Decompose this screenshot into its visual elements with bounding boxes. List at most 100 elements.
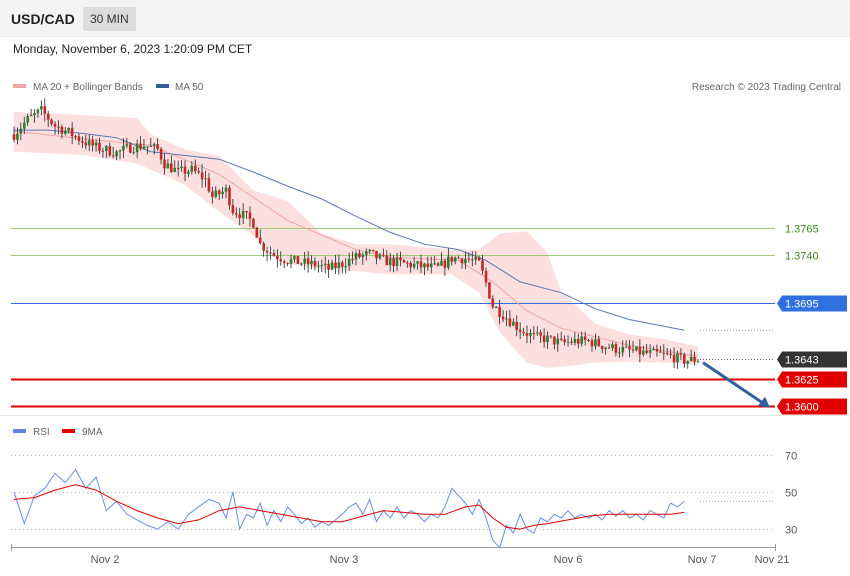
candle-body bbox=[570, 341, 573, 343]
candle-body bbox=[163, 159, 166, 169]
candle-body bbox=[152, 144, 156, 146]
candle-body bbox=[388, 258, 392, 265]
candle-body bbox=[334, 262, 337, 268]
candle-body bbox=[258, 237, 262, 244]
candle-body bbox=[241, 211, 245, 219]
candle-body bbox=[696, 361, 700, 363]
candle-body bbox=[252, 218, 255, 228]
rsi-ma-legend-label: 9MA bbox=[82, 427, 103, 438]
candle-body bbox=[365, 251, 368, 255]
candle-body bbox=[67, 127, 70, 131]
level-label-1.3643: 1.3643 bbox=[785, 355, 819, 367]
candle-body bbox=[652, 348, 655, 351]
candle-body bbox=[689, 356, 693, 361]
candle-body bbox=[532, 333, 536, 334]
candle-body bbox=[296, 256, 300, 264]
candle-body bbox=[194, 165, 197, 172]
candle-body bbox=[481, 260, 484, 271]
time-tick-label: Nov 6 bbox=[554, 554, 583, 566]
candle-body bbox=[577, 338, 580, 344]
candle-body bbox=[272, 253, 276, 257]
candle-body bbox=[173, 167, 176, 172]
time-tick-label: Nov 7 bbox=[688, 554, 717, 566]
candle-body bbox=[549, 335, 553, 337]
rsi-ma-legend-swatch bbox=[62, 429, 75, 433]
level-label-1.3740: 1.3740 bbox=[785, 251, 819, 263]
candle-body bbox=[539, 332, 542, 336]
candle-body bbox=[488, 282, 491, 299]
candle-body bbox=[33, 113, 36, 115]
candle-body bbox=[53, 123, 57, 127]
timeframe-button[interactable]: 30 MIN bbox=[83, 7, 136, 31]
candle-body bbox=[211, 191, 214, 197]
timestamp: Monday, November 6, 2023 1:20:09 PM CET bbox=[13, 42, 253, 56]
candle-body bbox=[91, 140, 94, 146]
candle-body bbox=[122, 145, 125, 151]
level-tag-1.3695 bbox=[777, 295, 847, 312]
time-tick-label: Nov 2 bbox=[91, 554, 120, 566]
candle-body bbox=[46, 113, 50, 120]
candle-body bbox=[412, 263, 416, 268]
candle-body bbox=[659, 351, 662, 353]
candle-body bbox=[631, 349, 635, 351]
candle-body bbox=[587, 340, 590, 341]
candle-body bbox=[443, 260, 447, 268]
candle-body bbox=[235, 213, 238, 215]
candle-body bbox=[624, 346, 628, 348]
candle-body bbox=[607, 347, 611, 349]
candle-body bbox=[686, 360, 689, 364]
candle-body bbox=[375, 251, 378, 259]
time-tick-label: Nov 3 bbox=[330, 554, 359, 566]
candle-body bbox=[423, 263, 426, 268]
candle-body bbox=[344, 266, 347, 268]
candle-body bbox=[217, 190, 221, 195]
candle-body bbox=[207, 178, 211, 192]
candle-body bbox=[306, 258, 310, 265]
candle-body bbox=[354, 253, 358, 260]
candle-body bbox=[429, 263, 433, 268]
candle-body bbox=[358, 253, 361, 257]
rsi-tick-30: 30 bbox=[785, 525, 797, 537]
candle-body bbox=[60, 126, 64, 134]
candle-body bbox=[282, 261, 286, 264]
candle-body bbox=[378, 254, 382, 259]
candle-body bbox=[416, 261, 419, 264]
rsi-tick-50: 50 bbox=[785, 488, 797, 500]
ma50-legend-swatch bbox=[156, 84, 169, 88]
candle-body bbox=[382, 254, 385, 256]
candle-body bbox=[303, 258, 306, 264]
rsi-panel: 70 50 30 bbox=[11, 451, 797, 549]
candle-body bbox=[19, 128, 23, 134]
time-tick-label: Nov 21 bbox=[755, 554, 790, 566]
candle-body bbox=[12, 134, 16, 140]
candle-body bbox=[176, 167, 180, 169]
candle-body bbox=[594, 339, 597, 347]
candle-body bbox=[563, 339, 566, 342]
candle-body bbox=[228, 187, 231, 206]
candle-body bbox=[474, 257, 477, 260]
candle-body bbox=[43, 106, 47, 114]
level-label-1.3695: 1.3695 bbox=[785, 299, 819, 311]
candle-body bbox=[149, 145, 153, 147]
candle-body bbox=[286, 263, 289, 265]
candle-body bbox=[224, 187, 228, 192]
candle-body bbox=[392, 258, 395, 266]
time-axis: Nov 2 Nov 3 Nov 6 Nov 7 Nov 21 bbox=[11, 544, 789, 566]
candle-body bbox=[505, 318, 508, 320]
candle-body bbox=[665, 352, 669, 354]
candle-body bbox=[491, 298, 495, 308]
level-tag-1.3625 bbox=[777, 371, 847, 388]
candle-body bbox=[262, 243, 265, 251]
rsi-series-RSI bbox=[13, 468, 685, 549]
forecast-arrow-line bbox=[702, 361, 765, 406]
candle-body bbox=[471, 259, 474, 261]
candle-body bbox=[600, 346, 604, 350]
candle-body bbox=[265, 250, 269, 253]
candle-body bbox=[313, 260, 317, 267]
candle-body bbox=[635, 346, 638, 351]
candle-body bbox=[50, 119, 53, 124]
candle-body bbox=[484, 270, 488, 283]
candle-body bbox=[289, 259, 293, 264]
candle-body bbox=[310, 260, 313, 265]
candle-body bbox=[341, 262, 344, 267]
